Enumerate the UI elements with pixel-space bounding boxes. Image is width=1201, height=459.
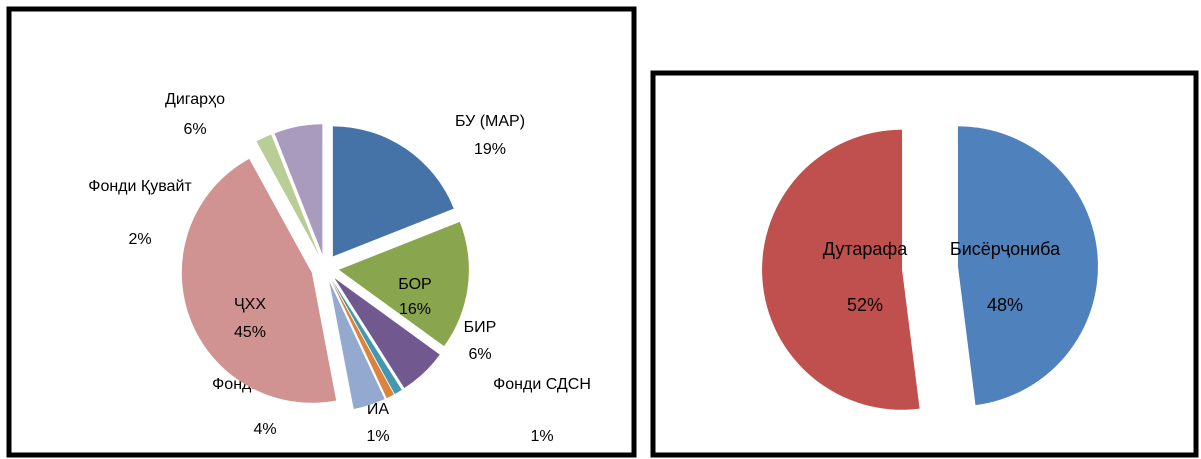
slice-value-label: 1% (366, 428, 389, 445)
slice-label: БОР (398, 276, 431, 293)
slice-value-label: 16% (399, 301, 431, 318)
pie-slice (332, 126, 454, 257)
slice-label: Бисёрҷониба (950, 239, 1061, 259)
slice-value-label: 52% (847, 295, 883, 315)
pie-slice (256, 134, 320, 256)
pie-slice (338, 221, 469, 347)
slice-label: ҶХХ (234, 296, 266, 313)
pie-slice (762, 129, 920, 410)
slice-label: Дигарҳо (165, 91, 225, 108)
slice-value-label: 6% (183, 121, 206, 138)
slice-label: ИА (367, 401, 390, 418)
slice-value-label: 4% (253, 421, 276, 438)
slice-label: Фонди СДСН (493, 376, 591, 393)
pie-slice (331, 280, 394, 399)
pie-slice (334, 278, 440, 388)
slice-label: БУ (МАР) (455, 113, 525, 130)
slice-value-label: 1% (530, 428, 553, 445)
slice-label: БИР (464, 319, 497, 336)
slice-value-label: 48% (987, 295, 1023, 315)
pie-slice (274, 124, 323, 255)
slice-value-label: 2% (128, 231, 151, 248)
slice-label: Дутарафа (823, 239, 908, 259)
slice-value-label: 45% (234, 324, 266, 341)
pie-slice (329, 281, 385, 410)
pie-slice (957, 126, 1098, 406)
slice-value-label: 6% (468, 346, 491, 363)
pie-slice (181, 158, 337, 403)
pie-slice (332, 280, 402, 394)
slice-value-label: 19% (474, 141, 506, 158)
chart-frame (650, 70, 1199, 458)
slice-label: Фонди Қувайт (88, 178, 192, 195)
